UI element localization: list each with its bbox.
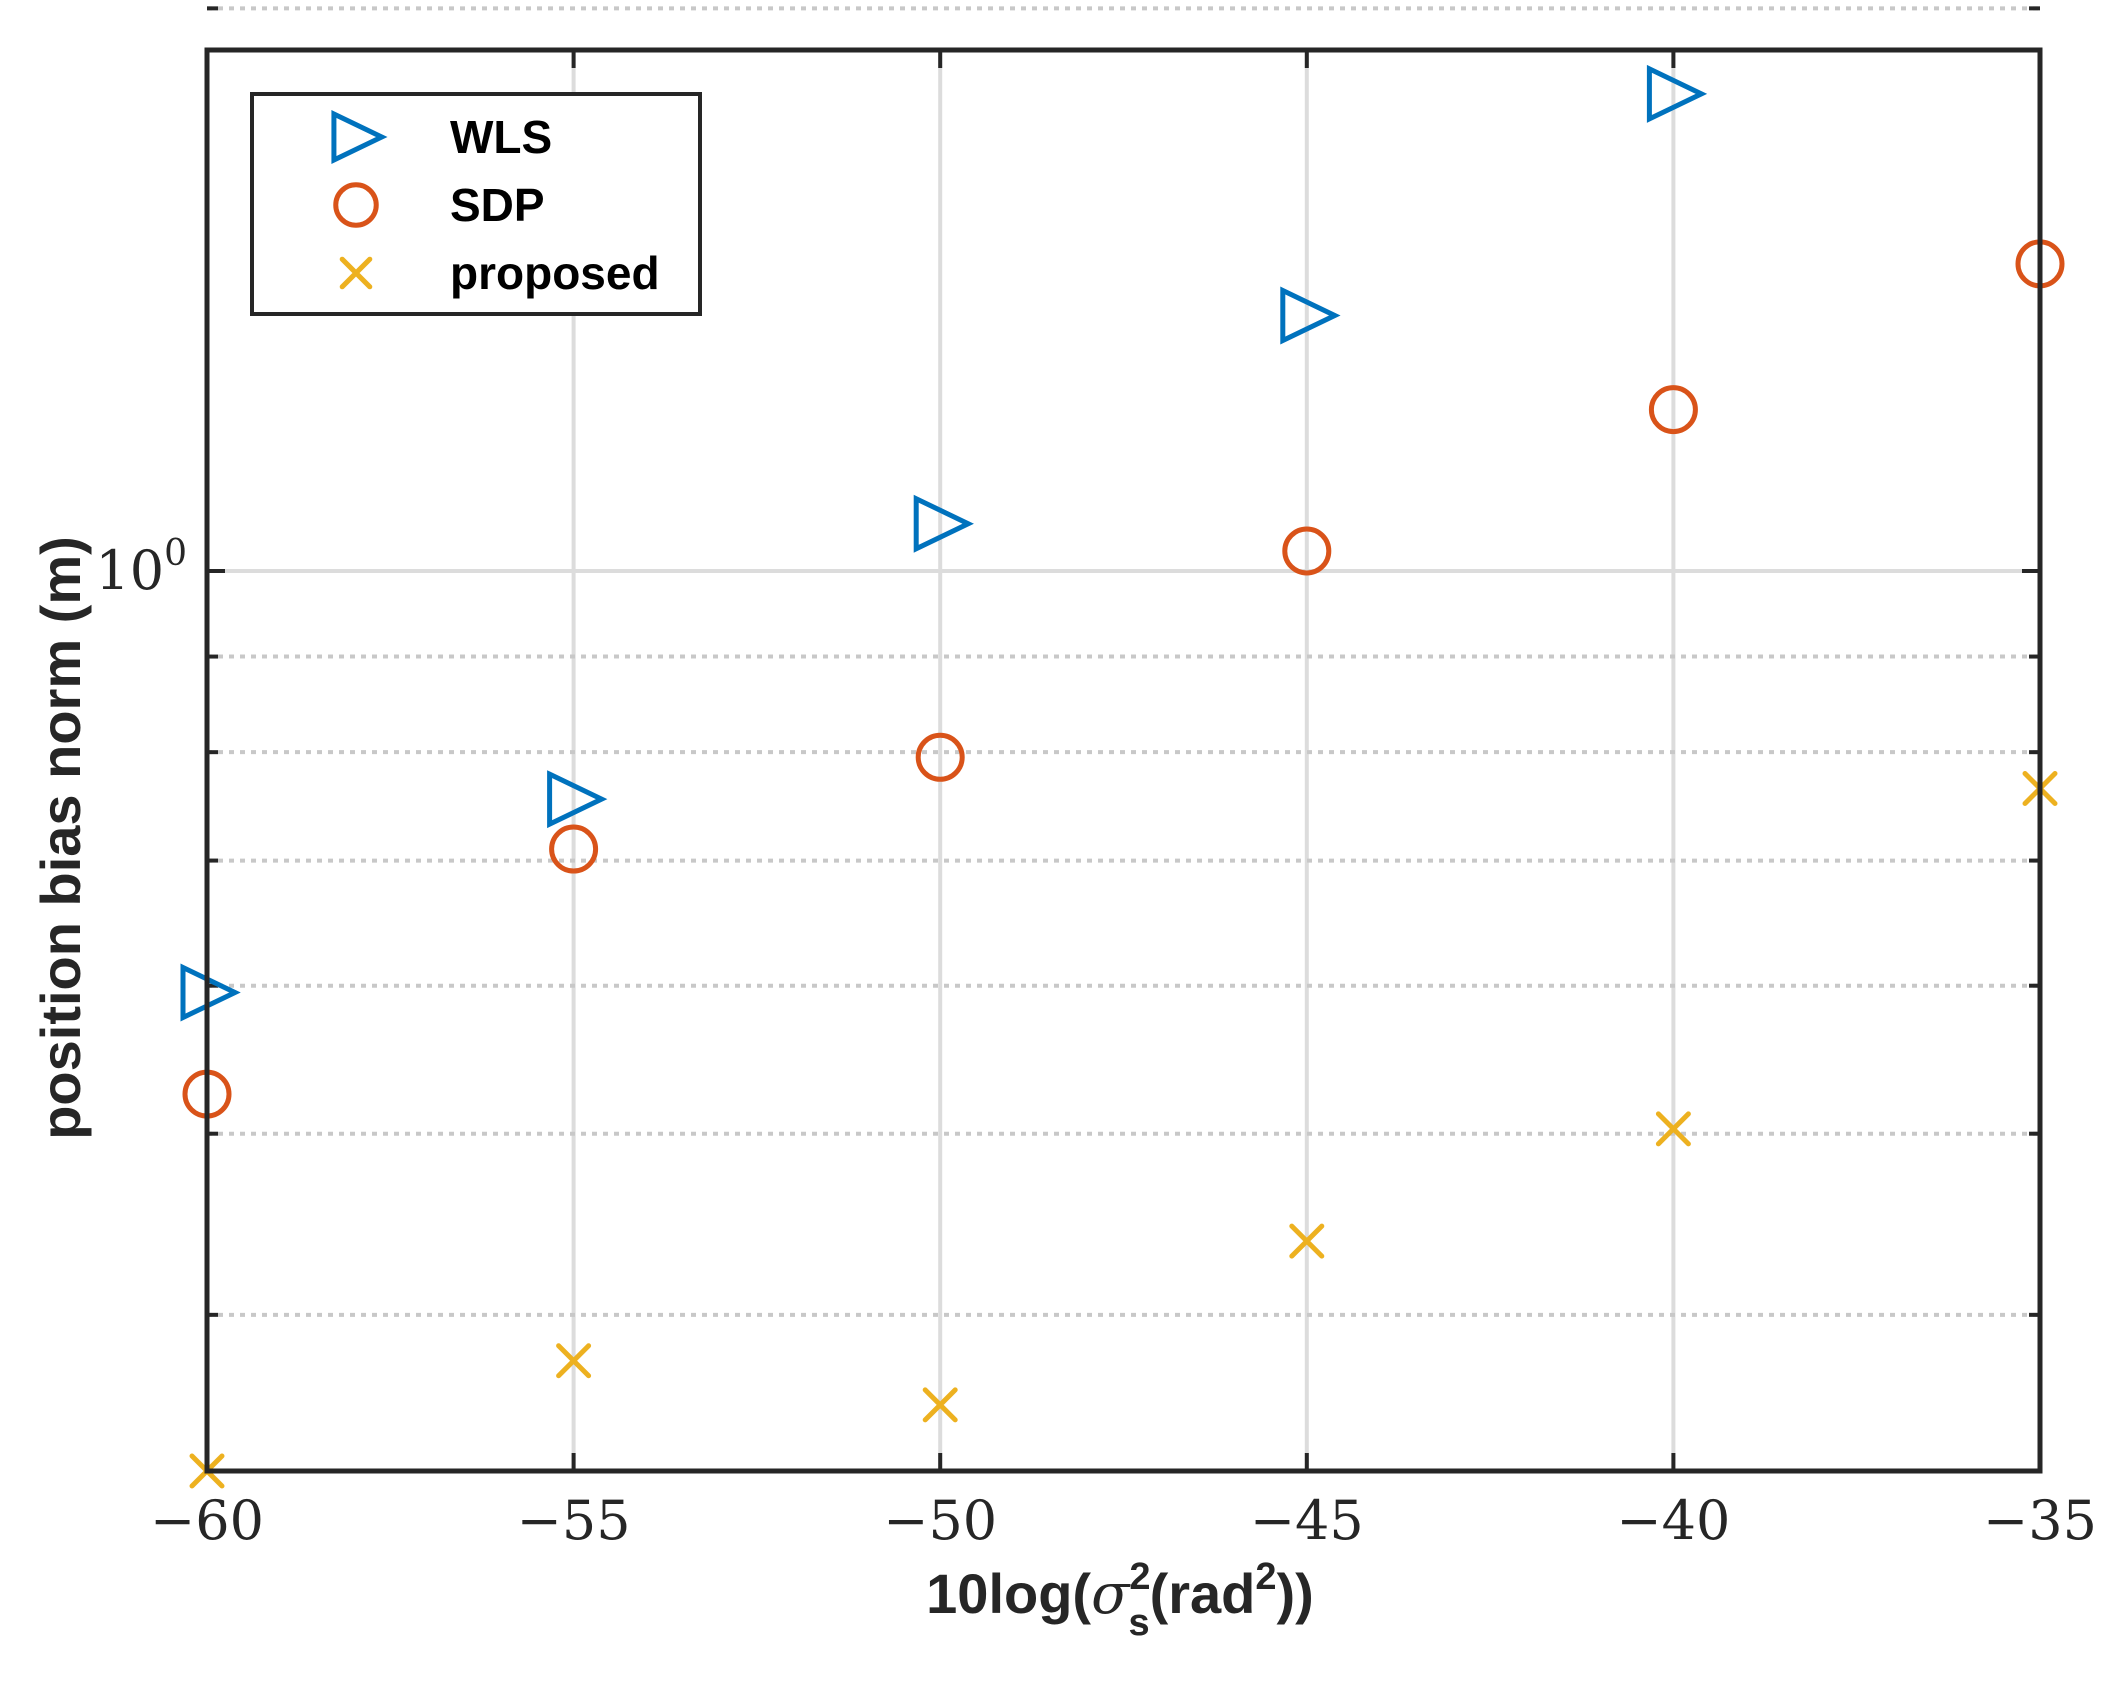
sdp-point [915,732,965,782]
x-tick-label: −50 [883,1489,997,1552]
legend-label-proposed: proposed [450,247,660,299]
x-tick-label: −55 [517,1489,631,1552]
x-tick-label: −60 [150,1489,264,1552]
wls-point [1646,64,1708,123]
legend-box [250,92,702,316]
legend-marker-wls [331,110,388,164]
proposed-point [1655,1111,1691,1147]
wls-point [913,494,974,553]
proposed-point [922,1387,958,1423]
x-tick-label: −35 [1983,1489,2097,1552]
y-axis-label: position bias norm (m) [29,536,92,1140]
wls-point [1280,286,1341,345]
sdp-point [1282,526,1332,576]
proposed-point [556,1343,592,1379]
sdp-point [549,824,599,874]
legend: WLS SDP proposed [250,92,702,316]
x-tick-label: −40 [1616,1489,1730,1552]
sigma-symbol: σ [1091,1562,1131,1627]
axes-box [204,47,2043,1474]
sdp-point [1648,385,1698,435]
legend-label-wls: WLS [450,111,552,163]
legend-label-sdp: SDP [450,179,545,231]
x-tick-label: −45 [1250,1489,1364,1552]
wls-point [547,770,608,829]
y-tick-label: 100 [95,533,187,602]
tick-labels: −60 −55 −50 −45 −40 −35 100 [95,533,2097,1552]
legend-marker-sdp [333,182,379,228]
grid [205,6,2042,1471]
proposed-point [1289,1223,1325,1259]
legend-marker-proposed [339,256,373,290]
x-axis-label: 10log(σ2 s(rad2)) [926,1556,1314,1644]
